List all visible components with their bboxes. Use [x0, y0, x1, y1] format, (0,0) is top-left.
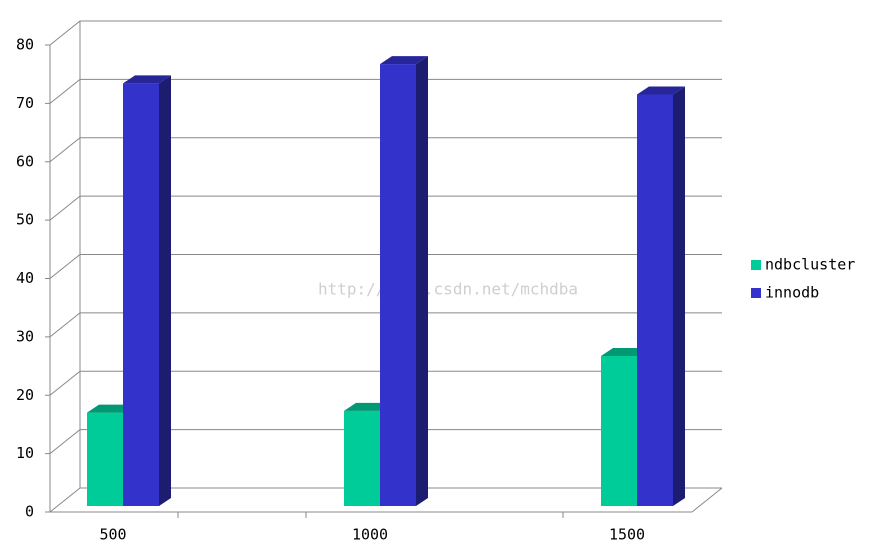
grid-line — [49, 487, 722, 513]
y-tick-label: 20 — [16, 386, 34, 404]
grid-line — [49, 78, 722, 104]
bar — [123, 75, 171, 507]
y-tick-label: 40 — [16, 269, 34, 287]
legend-label: innodb — [765, 284, 819, 302]
y-tick-label: 10 — [16, 444, 34, 462]
x-tick-label: 500 — [99, 526, 126, 544]
bar-front — [344, 410, 380, 506]
grid-line — [49, 137, 722, 163]
y-tick-label: 70 — [16, 94, 34, 112]
y-tick-label: 50 — [16, 211, 34, 229]
bar-front — [637, 94, 673, 507]
bar-top — [123, 75, 171, 84]
grid-line — [49, 429, 722, 455]
legend-label: ndbcluster — [765, 256, 855, 274]
bar-front — [87, 412, 123, 506]
bar-front — [601, 355, 637, 506]
grid-line — [49, 195, 722, 221]
bar-top — [380, 56, 428, 65]
legend-swatch — [751, 288, 761, 298]
grid-line — [49, 370, 722, 396]
grid-line — [49, 312, 722, 338]
y-tick-label: 80 — [16, 36, 34, 54]
bar-side — [416, 56, 428, 506]
grid-line — [49, 20, 722, 46]
bar — [637, 86, 685, 507]
grid-line — [49, 254, 722, 279]
floor-right — [691, 487, 723, 513]
y-tick-label: 30 — [16, 327, 34, 345]
bar-front — [380, 64, 416, 506]
bar-front — [123, 83, 159, 507]
bar — [380, 56, 428, 506]
legend-swatch — [751, 260, 761, 270]
x-tick-label: 1500 — [609, 526, 645, 544]
x-tick-label: 1000 — [352, 526, 388, 544]
watermark: http://blog.csdn.net/mchdba — [318, 280, 578, 299]
y-tick-label: 60 — [16, 152, 34, 170]
bar-side — [673, 86, 685, 507]
bar-side — [159, 75, 171, 507]
y-tick-label: 0 — [25, 503, 34, 521]
bar-top — [637, 86, 685, 95]
